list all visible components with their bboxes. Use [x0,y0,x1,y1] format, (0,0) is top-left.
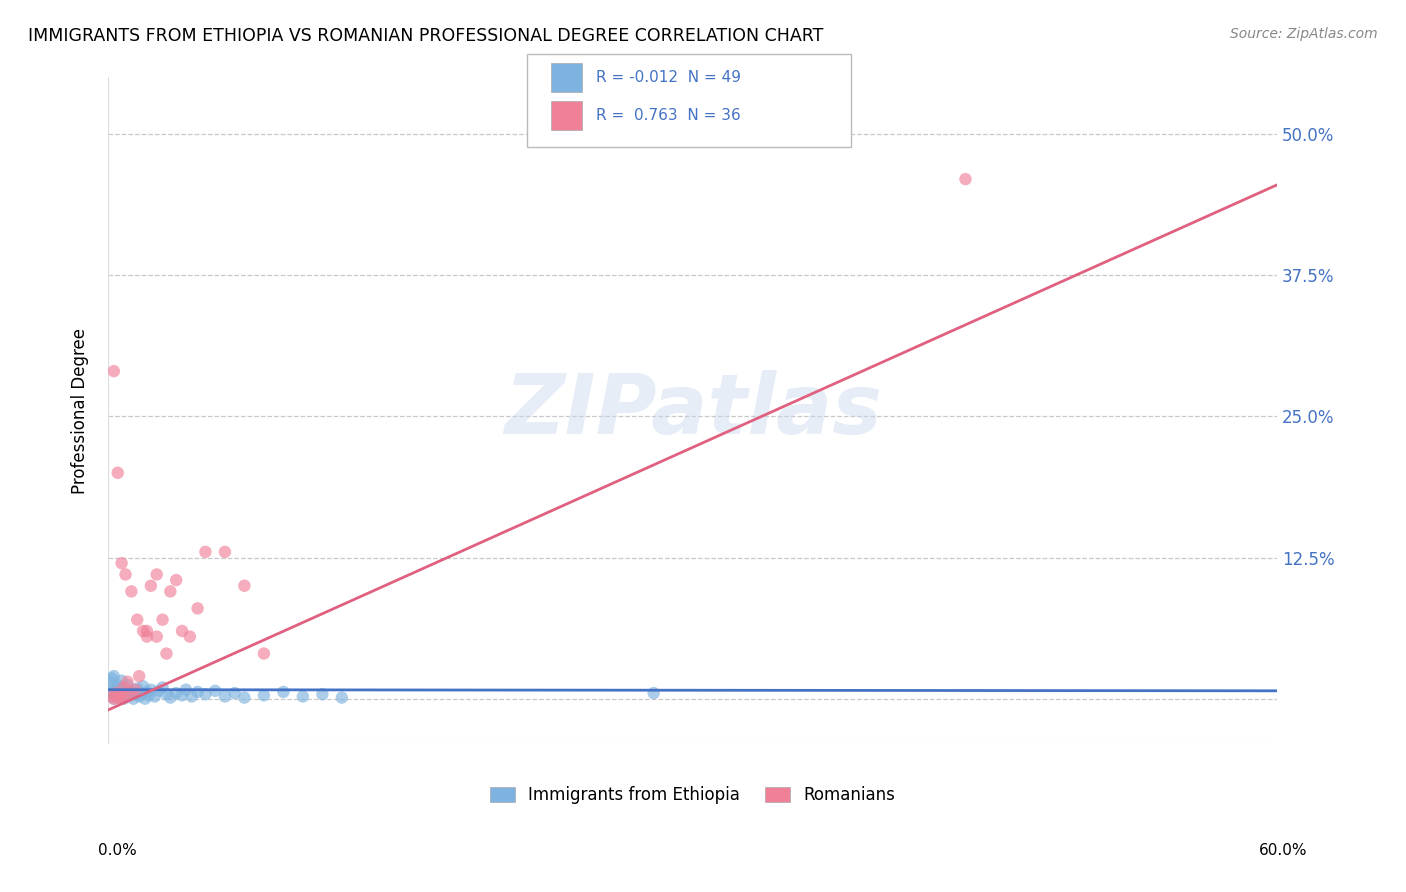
Text: ZIPatlas: ZIPatlas [503,370,882,451]
Point [117,678,139,692]
Point [122,691,145,706]
Point [145,630,167,644]
Point [136,630,159,644]
Point [129,686,152,700]
Point [187,601,209,615]
Point [128,690,150,704]
Text: 60.0%: 60.0% [1260,843,1308,858]
Point [114,567,136,582]
Point [152,613,174,627]
Point [103,691,125,706]
Point [143,690,166,704]
Legend: Immigrants from Ethiopia, Romanians: Immigrants from Ethiopia, Romanians [482,778,904,813]
Point [112,691,135,706]
Point [159,690,181,705]
Point [98,674,121,689]
Point [643,686,665,700]
Point [107,466,129,480]
Point [233,579,256,593]
Point [194,545,217,559]
Point [194,687,217,701]
Point [114,685,136,699]
Point [104,682,127,697]
Point [138,689,160,703]
Point [104,686,127,700]
Point [214,545,236,559]
Point [127,613,149,627]
Point [108,681,131,695]
Point [159,584,181,599]
Point [187,685,209,699]
Point [214,690,236,704]
Point [330,690,353,705]
Point [111,690,134,705]
Point [136,685,159,699]
Point [136,624,159,638]
Point [111,691,134,706]
Text: R = -0.012  N = 49: R = -0.012 N = 49 [596,70,741,85]
Point [253,647,276,661]
Point [170,689,193,703]
Text: R =  0.763  N = 36: R = 0.763 N = 36 [596,108,741,123]
Point [127,681,149,696]
Point [101,690,124,704]
Point [139,682,162,697]
Point [107,690,129,705]
Point [120,584,142,599]
Point [120,683,142,698]
Point [139,579,162,593]
Point [152,681,174,695]
Point [111,673,134,688]
Point [233,690,256,705]
Point [104,689,127,703]
Point [101,686,124,700]
Point [103,691,125,706]
Point [103,364,125,378]
Point [174,682,197,697]
Point [165,573,187,587]
Text: 0.0%: 0.0% [98,843,138,858]
Point [118,689,141,703]
Point [108,689,131,703]
Point [117,674,139,689]
Point [204,683,226,698]
Point [311,687,333,701]
Point [134,691,156,706]
Point [180,690,202,704]
Point [148,683,170,698]
Y-axis label: Professional Degree: Professional Degree [72,327,89,493]
Point [155,647,177,661]
Point [253,689,276,703]
Point [165,686,187,700]
Text: IMMIGRANTS FROM ETHIOPIA VS ROMANIAN PROFESSIONAL DEGREE CORRELATION CHART: IMMIGRANTS FROM ETHIOPIA VS ROMANIAN PRO… [28,27,824,45]
Point [179,630,201,644]
Point [111,556,134,570]
Point [155,687,177,701]
Point [132,624,155,638]
Point [107,678,129,692]
Point [114,690,136,704]
Point [107,690,129,704]
Point [103,669,125,683]
Text: Source: ZipAtlas.com: Source: ZipAtlas.com [1230,27,1378,41]
Point [224,686,246,700]
Point [170,624,193,638]
Point [124,687,146,701]
Point [120,686,142,700]
Point [291,690,314,704]
Point [955,172,977,186]
Point [273,685,295,699]
Point [98,682,121,697]
Point [112,681,135,695]
Point [145,567,167,582]
Point [124,682,146,697]
Point [128,669,150,683]
Point [101,672,124,686]
Point [132,679,155,693]
